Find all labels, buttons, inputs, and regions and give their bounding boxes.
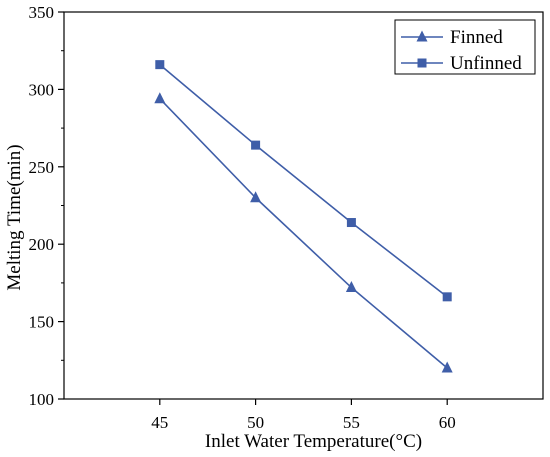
x-tick-label: 60 [439, 413, 456, 432]
x-axis-title: Inlet Water Temperature(°C) [205, 431, 422, 452]
y-tick-label: 250 [29, 158, 55, 177]
data-point [442, 292, 452, 302]
data-point [250, 191, 262, 203]
legend-item-unfinned: Unfinned [401, 53, 522, 74]
x-axis: 45 50 55 60 [151, 399, 456, 432]
legend-item-finned: Finned [401, 27, 503, 48]
data-point [441, 361, 453, 373]
y-tick-label: 100 [29, 390, 55, 409]
legend: Finned Unfinned [394, 19, 536, 75]
x-tick-label: 50 [247, 413, 264, 432]
series-layer [154, 60, 453, 373]
y-tick-label: 350 [29, 3, 55, 22]
series-finned [154, 92, 453, 373]
series-line [159, 64, 448, 298]
data-point [345, 281, 357, 293]
series-line [159, 98, 448, 369]
legend-label: Unfinned [450, 53, 522, 74]
y-tick-label: 300 [29, 80, 55, 99]
series-unfinned [155, 60, 452, 302]
y-axis: 100 150 200 250 300 350 [29, 3, 64, 409]
data-point [154, 92, 166, 104]
data-point [155, 60, 165, 70]
data-point [346, 218, 356, 228]
legend-label: Finned [450, 27, 503, 48]
legend-marker [416, 30, 428, 42]
x-tick-label: 55 [343, 413, 360, 432]
y-tick-label: 200 [29, 235, 55, 254]
x-tick-label: 45 [151, 413, 168, 432]
data-point [251, 140, 261, 150]
legend-marker [417, 58, 427, 68]
y-axis-title: Melting Time(min) [4, 144, 25, 290]
y-tick-label: 150 [29, 313, 55, 332]
